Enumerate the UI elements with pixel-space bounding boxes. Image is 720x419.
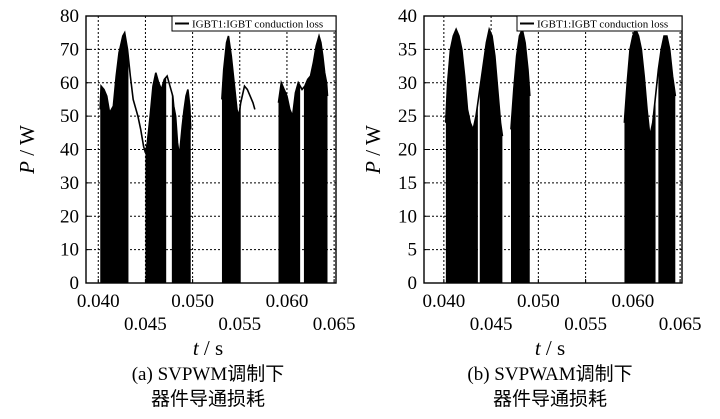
- caption-line-2: 器件导通损耗: [151, 388, 265, 410]
- legend: IGBT1:IGBT conduction loss: [516, 15, 683, 32]
- y-tick-label: 80: [60, 6, 79, 27]
- y-axis-unit: W: [361, 125, 385, 145]
- chart-a-svpwm: 0 10 20 30 40 50 60 70 80 0.040 0.050 0.060 0.045 0.0…: [15, 6, 355, 410]
- legend-label: IGBT1:IGBT conduction loss: [192, 19, 323, 31]
- series-conduction-loss: [444, 26, 677, 283]
- x-tick-label: 0.065: [659, 314, 702, 335]
- envelope-line: [99, 30, 192, 157]
- y-tick-label: 60: [60, 73, 79, 94]
- y-axis-separator: /: [361, 145, 385, 161]
- pulse-burst: [658, 29, 676, 283]
- x-tick-label: 0.045: [470, 314, 513, 335]
- x-axis-unit: s: [215, 336, 223, 360]
- x-axis-unit: s: [557, 336, 565, 360]
- y-axis-variable: P: [361, 161, 385, 175]
- y-tick-label: 50: [60, 106, 79, 127]
- y-tick-label: 0: [408, 273, 418, 294]
- envelope-line: [510, 26, 531, 130]
- legend-box: [516, 15, 683, 32]
- y-tick-label: 10: [398, 206, 417, 227]
- pulse-burst: [510, 29, 530, 283]
- x-axis-variable: t: [193, 336, 200, 360]
- pulse-burst: [303, 32, 328, 283]
- x-tick-label: 0.060: [266, 291, 309, 312]
- y-tick-label: 20: [398, 140, 417, 161]
- caption-line-1: (a) SVPWM调制下: [132, 363, 285, 385]
- x-tick-label: 0.050: [171, 291, 214, 312]
- x-axis-separator: /: [199, 336, 215, 360]
- y-tick-label: 30: [398, 73, 417, 94]
- legend-box: [171, 15, 337, 32]
- x-axis-title: t / s: [193, 336, 223, 360]
- y-tick-label: 70: [60, 39, 79, 60]
- envelope-line: [277, 33, 329, 120]
- y-tick-label: 20: [60, 206, 79, 227]
- legend-label: IGBT1:IGBT conduction loss: [537, 19, 668, 31]
- pulse-burst: [145, 32, 167, 283]
- y-tick-label: 0: [70, 273, 80, 294]
- x-tick-label: 0.055: [218, 314, 261, 335]
- envelope-line: [444, 26, 504, 137]
- y-axis-variable: P: [15, 161, 39, 175]
- x-tick-label: 0.040: [77, 291, 120, 312]
- pulse-burst: [479, 29, 503, 283]
- y-axis-unit: W: [15, 125, 39, 145]
- y-tick-label: 10: [60, 240, 79, 261]
- x-axis-variable: t: [535, 336, 542, 360]
- pulse-burst: [171, 32, 192, 283]
- y-tick-label: 15: [398, 173, 417, 194]
- x-axis-title: t / s: [535, 336, 565, 360]
- chart-b-svpwam: 0 5 10 15 20 25 30 35 40 0.040 0.050 0.060 0.045 0.05…: [361, 6, 701, 410]
- y-axis-title: P / W: [361, 125, 385, 175]
- x-tick-label: 0.045: [124, 314, 167, 335]
- envelope-line: [623, 27, 677, 137]
- y-axis-separator: /: [15, 145, 39, 161]
- x-tick-label: 0.040: [422, 291, 465, 312]
- pulse-burst: [278, 32, 301, 283]
- y-tick-label: 40: [60, 140, 79, 161]
- x-tick-label: 0.055: [564, 314, 607, 335]
- caption-line-2: 器件导通损耗: [493, 388, 607, 410]
- y-tick-label: 30: [60, 173, 79, 194]
- caption-line-1: (b) SVPWAM调制下: [467, 363, 632, 385]
- y-tick-label: 25: [398, 106, 417, 127]
- y-tick-label: 5: [408, 240, 418, 261]
- pulse-burst: [100, 32, 129, 283]
- y-tick-label: 35: [398, 39, 417, 60]
- x-tick-label: 0.050: [517, 291, 560, 312]
- x-axis-separator: /: [541, 336, 557, 360]
- y-axis-title: P / W: [15, 125, 39, 175]
- x-tick-label: 0.065: [313, 314, 356, 335]
- legend: IGBT1:IGBT conduction loss: [171, 15, 337, 32]
- x-tick-label: 0.060: [611, 291, 654, 312]
- y-tick-label: 40: [398, 6, 417, 27]
- envelope-line: [221, 35, 256, 117]
